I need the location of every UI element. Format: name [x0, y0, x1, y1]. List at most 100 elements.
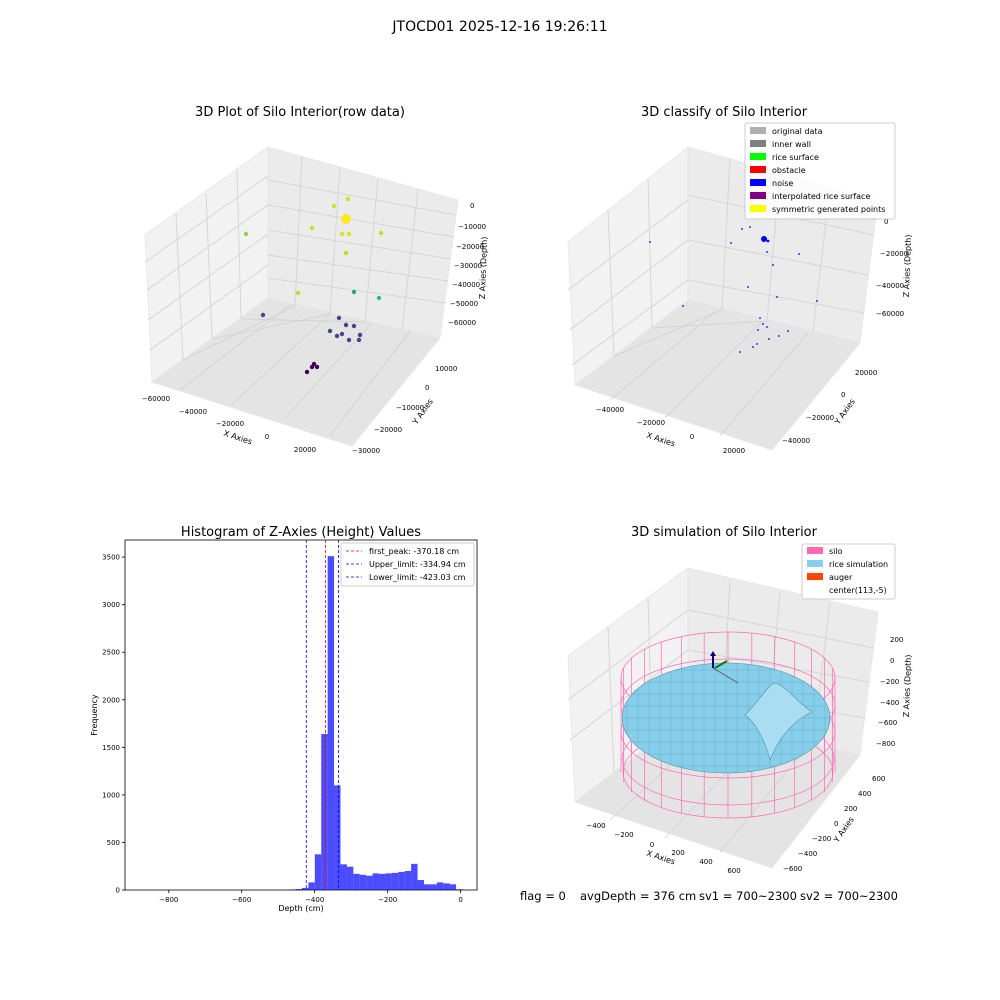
classify-legend-label: rice surface	[772, 153, 819, 162]
raw-point	[327, 328, 333, 334]
classify-x-tick: −20000	[637, 419, 665, 427]
simulation-legend-label: auger	[829, 573, 853, 582]
classify-legend-label: interpolated rice surface	[772, 192, 870, 201]
histogram-bar	[417, 880, 424, 890]
classify-legend-label: symmetric generated points	[772, 205, 885, 214]
simulation-legend-swatch	[807, 560, 823, 567]
raw-z-tick: −50000	[450, 300, 478, 308]
histogram-frame	[124, 539, 478, 891]
simulation-legend-swatch	[807, 573, 823, 580]
histogram-bar	[423, 884, 431, 890]
histogram-bar	[404, 870, 412, 890]
histogram-y-label: Frequency	[90, 694, 99, 736]
raw-y-tick: −10000	[396, 404, 424, 412]
classify-plot-title: 3D classify of Silo Interior	[641, 105, 808, 120]
noise-point	[766, 251, 768, 253]
classify-legend-box	[744, 122, 896, 220]
sim-y-tick: 400	[858, 790, 871, 798]
histogram-x-tick-label: −600	[232, 896, 251, 904]
histogram-y-tick-label: 3000	[102, 601, 120, 609]
sim-z-tick: −400	[880, 699, 899, 707]
classify-y-label: Y Axies	[832, 397, 857, 427]
raw-z-tick: −40000	[452, 281, 480, 289]
classify-legend-label: original data	[772, 127, 823, 136]
status-flag: flag = 0	[520, 889, 566, 903]
panel-histogram: Histogram of Z-Axies (Height) Values −80…	[90, 525, 478, 913]
noise-point	[730, 242, 732, 244]
raw-y-tick: 0	[425, 384, 429, 392]
classify-y-ticks: 20000 0 −20000 −40000	[782, 369, 877, 445]
sim-x-tick: −200	[614, 831, 633, 839]
sim-z-label: Z Axies (Depth)	[902, 654, 913, 717]
histogram-bar	[321, 734, 328, 890]
panel-simulation-3d: 3D simulation of Silo Interior	[567, 525, 913, 875]
classify-y-tick: 20000	[855, 369, 877, 377]
raw-point	[295, 290, 301, 296]
noise-point	[747, 286, 749, 288]
histogram-reference-lines	[305, 540, 339, 890]
raw-point	[351, 323, 357, 329]
noise-point	[778, 335, 780, 337]
noise-point	[768, 338, 770, 340]
histogram-bar	[366, 875, 373, 890]
noise-point	[759, 317, 761, 319]
histogram-bar	[456, 889, 463, 890]
classify-x-tick: 0	[690, 433, 694, 441]
raw-y-tick: −20000	[374, 426, 402, 434]
classify-floor-pane	[574, 299, 861, 451]
classify-legend-label: inner wall	[772, 140, 811, 149]
noise-point	[739, 351, 741, 353]
noise-point	[757, 329, 759, 331]
sim-x-tick: 600	[727, 867, 740, 875]
sim-x-tick: 0	[650, 841, 654, 849]
classify-z-tick: −20000	[880, 250, 908, 258]
raw-point	[346, 231, 352, 237]
status-line: flag = 0 avgDepth = 376 cm sv1 = 700~230…	[520, 889, 898, 903]
raw-point	[343, 250, 349, 256]
raw-point	[341, 214, 351, 224]
noise-point	[756, 343, 758, 345]
classify-x-ticks: −40000 −20000 0 20000	[596, 406, 745, 455]
raw-z-tick: −20000	[456, 243, 484, 251]
classify-z-tick: 0	[884, 218, 888, 226]
histogram-bar	[372, 873, 380, 890]
classify-x-tick: −40000	[596, 406, 624, 414]
classify-legend: original data inner wall rice surface obsta…	[744, 122, 896, 220]
sim-y-tick: 600	[872, 775, 885, 783]
sim-z-tick: 0	[890, 657, 894, 665]
status-avg-depth: avgDepth = 376 cm	[580, 889, 696, 903]
histogram-y-tick-label: 1000	[102, 791, 120, 799]
noise-point	[752, 346, 754, 348]
classify-legend-swatch	[750, 166, 766, 173]
raw-point	[345, 196, 351, 202]
noise-point	[649, 241, 651, 243]
histogram-bar	[289, 889, 296, 890]
raw-x-tick: 20000	[294, 446, 316, 454]
auger-y-arrow	[714, 660, 728, 669]
raw-point	[356, 337, 362, 343]
sim-z-tick: −800	[876, 740, 895, 748]
classify-noise-points	[649, 226, 818, 353]
noise-point	[749, 226, 751, 228]
raw-z-tick: −10000	[458, 223, 486, 231]
histogram-x-tick-label: −800	[159, 896, 178, 904]
sim-y-tick: 0	[834, 820, 838, 828]
histogram-bar	[353, 873, 360, 890]
raw-point	[336, 315, 342, 321]
raw-point	[260, 312, 266, 318]
rice-cone	[744, 682, 813, 761]
simulation-legend-label: center(113,-5)	[829, 586, 887, 595]
noise-point	[762, 323, 764, 325]
histogram-x-tick-label: −200	[378, 896, 397, 904]
sim-x-tick: −400	[586, 822, 605, 830]
histogram-x-ticks: −800 −600 −400 −200 0	[159, 890, 463, 904]
classify-y-tick: 0	[841, 391, 845, 399]
simulation-plot-title: 3D simulation of Silo Interior	[631, 525, 818, 540]
histogram-bar	[430, 884, 437, 890]
raw-point	[243, 231, 249, 237]
raw-point	[376, 295, 382, 301]
histogram-x-tick-label: 0	[458, 896, 462, 904]
sim-z-tick: 200	[890, 636, 903, 644]
raw-x-ticks: −60000 −40000 −20000 0 20000	[142, 395, 316, 454]
